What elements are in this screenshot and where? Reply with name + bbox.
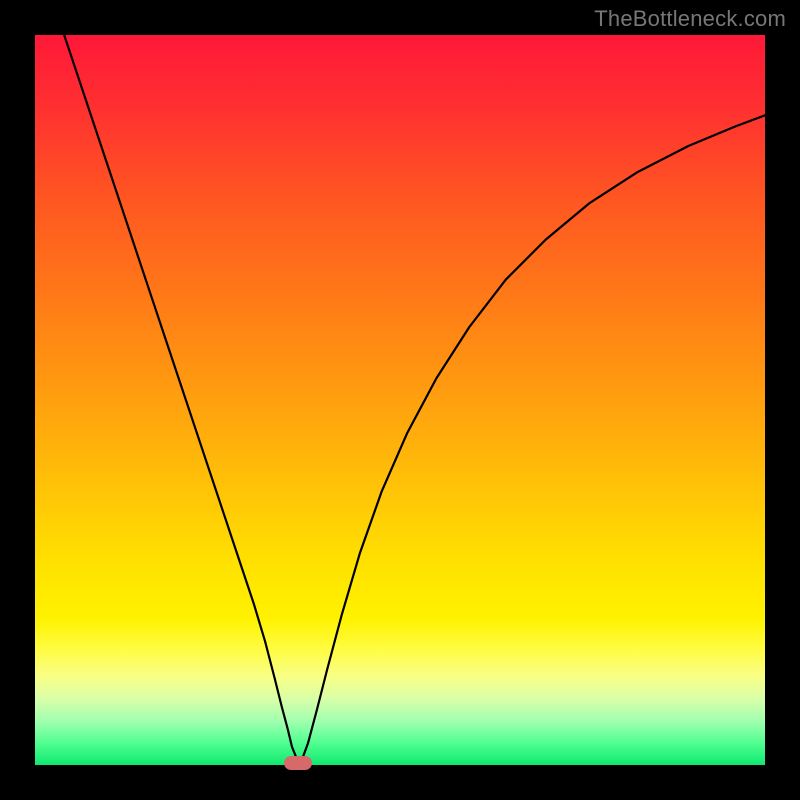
container: TheBottleneck.com bbox=[0, 0, 800, 800]
bottleneck-curve bbox=[64, 35, 765, 762]
min-point-marker bbox=[284, 756, 312, 770]
watermark: TheBottleneck.com bbox=[594, 6, 786, 32]
curve-svg bbox=[35, 35, 765, 765]
plot-area bbox=[35, 35, 765, 765]
